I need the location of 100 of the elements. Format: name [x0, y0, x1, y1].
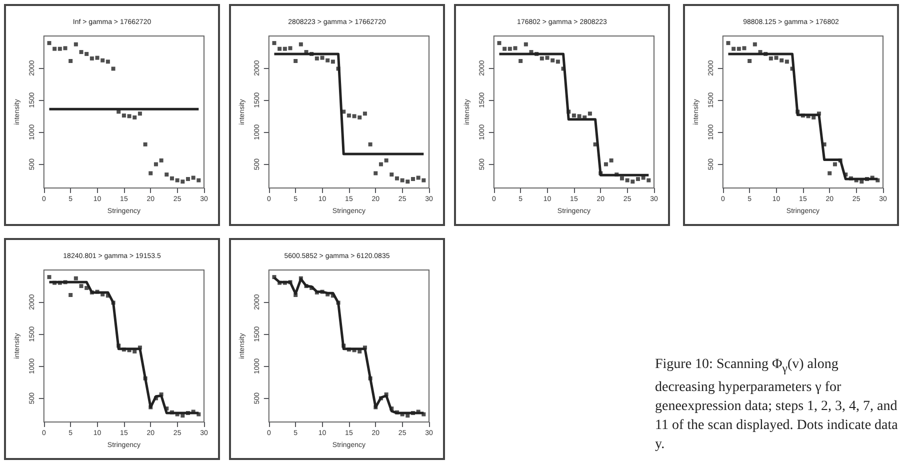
point: [52, 46, 57, 51]
point: [726, 41, 730, 46]
point: [545, 56, 550, 60]
point: [180, 180, 185, 184]
point: [742, 46, 746, 50]
point: [390, 406, 394, 411]
point: [566, 110, 571, 114]
point: [358, 115, 362, 120]
point: [342, 344, 346, 348]
point: [400, 178, 404, 182]
point: [422, 178, 426, 182]
point: [410, 411, 415, 416]
point: [832, 162, 837, 166]
point: [74, 276, 78, 280]
point: [534, 52, 539, 56]
point: [641, 176, 646, 180]
point: [116, 110, 121, 114]
point: [406, 180, 410, 184]
point: [180, 414, 185, 418]
point: [748, 59, 752, 64]
point: [143, 376, 148, 380]
point: [58, 280, 62, 285]
point: [362, 112, 367, 116]
point: [352, 114, 356, 118]
point: [111, 300, 116, 305]
point: [282, 280, 287, 285]
point: [346, 114, 351, 118]
point: [410, 177, 415, 182]
point: [314, 56, 319, 60]
point: [100, 58, 105, 62]
point: [186, 177, 190, 182]
point: [646, 178, 651, 182]
point: [374, 405, 378, 410]
point: [346, 348, 351, 352]
point: [394, 410, 399, 414]
point: [52, 280, 57, 285]
point: [609, 158, 614, 162]
point: [784, 60, 789, 64]
point: [122, 114, 126, 118]
point: [598, 171, 603, 176]
point: [84, 52, 89, 56]
point: [298, 42, 303, 46]
point: [320, 290, 324, 294]
point: [860, 180, 864, 184]
point: [593, 142, 598, 146]
point: [422, 412, 426, 416]
point: [288, 280, 292, 284]
point: [68, 59, 73, 64]
point: [524, 42, 528, 46]
point: [838, 158, 842, 162]
point: [278, 280, 282, 285]
point: [278, 46, 282, 51]
point: [282, 46, 287, 51]
point: [272, 41, 276, 46]
point: [170, 410, 174, 414]
point: [84, 286, 89, 290]
point: [154, 396, 158, 400]
point: [816, 112, 821, 116]
point: [159, 158, 164, 162]
point: [294, 59, 298, 64]
point: [186, 411, 190, 416]
point: [848, 176, 853, 180]
point: [148, 171, 153, 176]
point: [572, 114, 576, 118]
point: [159, 392, 164, 396]
point: [497, 41, 502, 46]
point: [90, 290, 94, 294]
point: [780, 58, 784, 62]
point: [320, 56, 324, 60]
point: [768, 56, 773, 60]
point: [164, 172, 169, 177]
point: [47, 275, 52, 280]
point: [636, 177, 640, 182]
point: [406, 414, 410, 418]
point: [191, 176, 196, 180]
point: [330, 294, 335, 298]
point: [298, 276, 303, 280]
point: [774, 56, 778, 60]
point: [604, 162, 608, 166]
point: [378, 396, 383, 400]
point: [122, 348, 126, 352]
point: [864, 177, 869, 182]
point: [170, 176, 174, 180]
point: [550, 58, 555, 62]
point: [378, 162, 383, 166]
point: [796, 110, 800, 114]
point: [374, 171, 378, 176]
point: [800, 114, 805, 118]
point: [63, 280, 68, 284]
point: [127, 114, 132, 118]
point: [368, 142, 372, 146]
point: [540, 56, 544, 60]
point: [294, 293, 298, 298]
point: [314, 290, 319, 294]
point: [58, 46, 62, 51]
point: [63, 46, 68, 50]
point: [384, 392, 388, 396]
point: [196, 412, 201, 416]
point: [513, 46, 518, 50]
point: [732, 46, 736, 51]
